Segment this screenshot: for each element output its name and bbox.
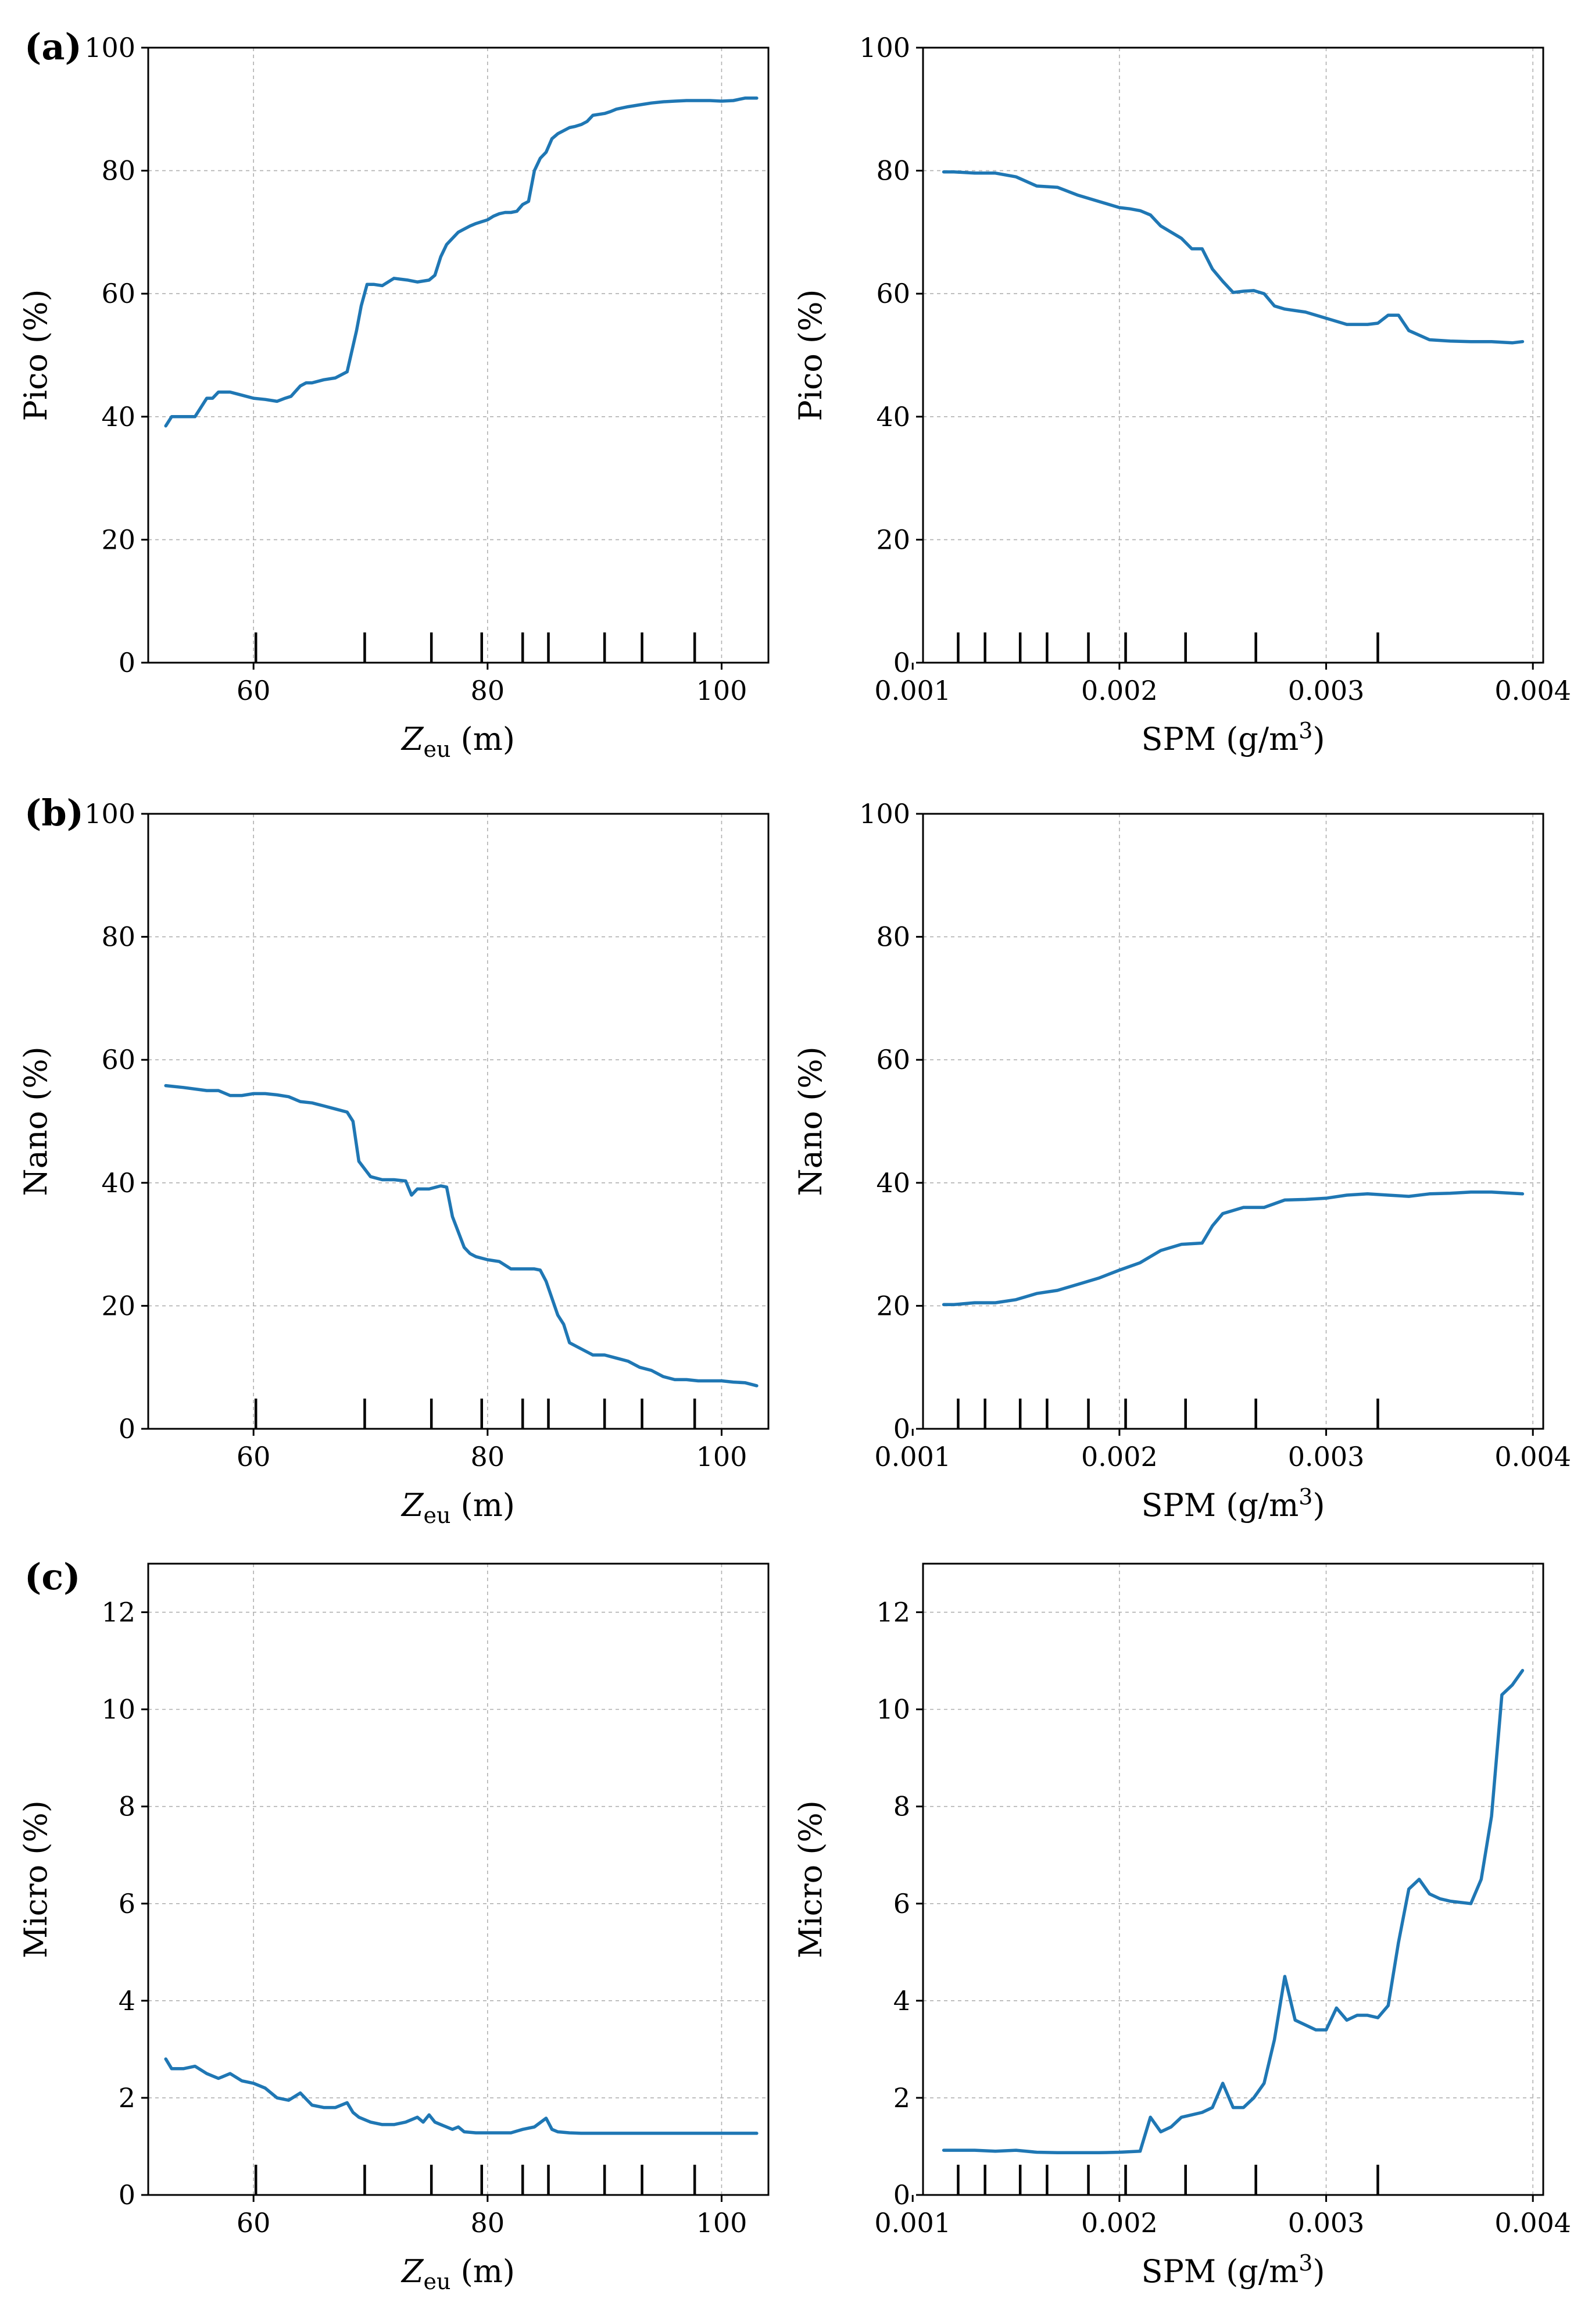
series-line: [942, 1190, 1525, 1307]
x-axis-label: Zeu (m): [400, 721, 515, 762]
y-tick-label: 12: [101, 1597, 135, 1628]
y-tick-label: 60: [101, 1044, 135, 1075]
y-tick-label: 0: [893, 647, 910, 678]
plot-frame: [147, 1563, 770, 2196]
y-tick-label: 0: [893, 1413, 910, 1445]
y-tick-label: 60: [101, 278, 135, 309]
x-axis-label: SPM (g/m3): [1141, 1484, 1325, 1524]
y-tick-label: 100: [859, 32, 910, 63]
x-axis-label: Zeu (m): [400, 2253, 515, 2294]
y-tick-label: 80: [876, 921, 910, 953]
series-line: [942, 170, 1525, 345]
y-tick-label: 80: [876, 155, 910, 187]
y-axis-label: Micro (%): [17, 1800, 54, 1958]
x-tick-label: 0.002: [1081, 2207, 1158, 2239]
y-axis-label: Nano (%): [17, 1046, 54, 1196]
y-tick-label: 2: [119, 2082, 135, 2114]
x-tick-label: 60: [237, 2207, 271, 2239]
y-tick-label: 4: [893, 1985, 910, 2016]
y-tick-label: 20: [876, 1290, 910, 1321]
y-tick-label: 60: [876, 278, 910, 309]
chart-5: 0.001 0.002 0.003 0.004 0 2 4 6 8 10 12 Micro (%) SP…: [792, 1563, 1571, 2290]
y-tick-label: 40: [876, 1167, 910, 1199]
x-tick-label: 60: [237, 675, 271, 706]
chart-3: 0.001 0.002 0.003 0.004 0 20 40 60 80 100 Nano (%)…: [792, 798, 1571, 1524]
y-tick-label: 6: [893, 1888, 910, 1919]
y-axis-label: Micro (%): [792, 1800, 829, 1958]
y-tick-label: 8: [893, 1791, 910, 1822]
y-tick-label: 20: [101, 1290, 135, 1321]
y-tick-label: 8: [119, 1791, 135, 1822]
plot-frame: [922, 47, 1544, 664]
series-line: [164, 1084, 759, 1388]
chart-2: 60 80 100 0 20 40 60 80 100 Nano (%) Zeu (m): [17, 798, 770, 1528]
x-tick-label: 60: [237, 1441, 271, 1472]
x-tick-label: 0.001: [874, 1441, 951, 1472]
y-tick-label: 100: [84, 798, 135, 830]
y-tick-label: 40: [101, 401, 135, 432]
series-line: [164, 2057, 759, 2135]
y-tick-label: 80: [101, 155, 135, 187]
x-axis-label: SPM (g/m3): [1141, 2250, 1325, 2290]
y-tick-label: 40: [876, 401, 910, 432]
chart-4: 60 80 100 0 2 4 6 8 10 12 Micro (%) Zeu (m): [17, 1563, 770, 2294]
y-axis-label: Pico (%): [17, 289, 54, 421]
y-tick-label: 40: [101, 1167, 135, 1199]
x-tick-label: 100: [696, 1441, 747, 1472]
plot-frame: [147, 813, 770, 1430]
x-tick-label: 0.002: [1081, 675, 1158, 706]
plot-frame: [147, 47, 770, 664]
y-tick-label: 20: [876, 524, 910, 555]
x-tick-label: 0.001: [874, 675, 951, 706]
y-tick-label: 10: [876, 1694, 910, 1725]
x-tick-label: 0.002: [1081, 1441, 1158, 1472]
x-tick-label: 100: [696, 2207, 747, 2239]
plot-frame: [922, 1563, 1544, 2196]
x-tick-label: 0.001: [874, 2207, 951, 2239]
y-tick-label: 0: [119, 647, 135, 678]
series-line: [164, 96, 759, 428]
y-tick-label: 100: [859, 798, 910, 830]
y-tick-label: 4: [119, 1985, 135, 2016]
y-tick-label: 6: [119, 1888, 135, 1919]
y-tick-label: 0: [119, 1413, 135, 1445]
chart-1: 0.001 0.002 0.003 0.004 0 20 40 60 80 100 Pico (%)…: [792, 32, 1571, 757]
x-tick-label: 0.003: [1288, 1441, 1365, 1472]
y-tick-label: 100: [84, 32, 135, 63]
x-tick-label: 0.004: [1494, 675, 1571, 706]
panel-label-b: (b): [24, 792, 84, 834]
y-tick-label: 0: [893, 2179, 910, 2211]
x-tick-label: 0.003: [1288, 2207, 1365, 2239]
y-axis-label: Nano (%): [792, 1046, 829, 1196]
series-line: [942, 1669, 1525, 2155]
plot-frame: [922, 813, 1544, 1430]
y-tick-label: 10: [101, 1694, 135, 1725]
x-tick-label: 80: [471, 675, 505, 706]
x-tick-label: 0.003: [1288, 675, 1365, 706]
y-tick-label: 20: [101, 524, 135, 555]
y-tick-label: 12: [876, 1597, 910, 1628]
x-tick-label: 0.004: [1494, 1441, 1571, 1472]
y-tick-label: 2: [893, 2082, 910, 2114]
panel-label-c: (c): [24, 1556, 80, 1598]
x-axis-label: Zeu (m): [400, 1487, 515, 1528]
x-axis-label: SPM (g/m3): [1141, 718, 1325, 757]
y-axis-label: Pico (%): [792, 289, 829, 421]
x-tick-label: 100: [696, 675, 747, 706]
y-tick-label: 60: [876, 1044, 910, 1075]
panel-label-a: (a): [24, 26, 82, 68]
chart-0: 60 80 100 0 20 40 60 80 100 Pico (%) Zeu (m): [17, 32, 770, 762]
x-tick-label: 80: [471, 2207, 505, 2239]
x-tick-label: 0.004: [1494, 2207, 1571, 2239]
y-tick-label: 80: [101, 921, 135, 953]
y-tick-label: 0: [119, 2179, 135, 2211]
x-tick-label: 80: [471, 1441, 505, 1472]
